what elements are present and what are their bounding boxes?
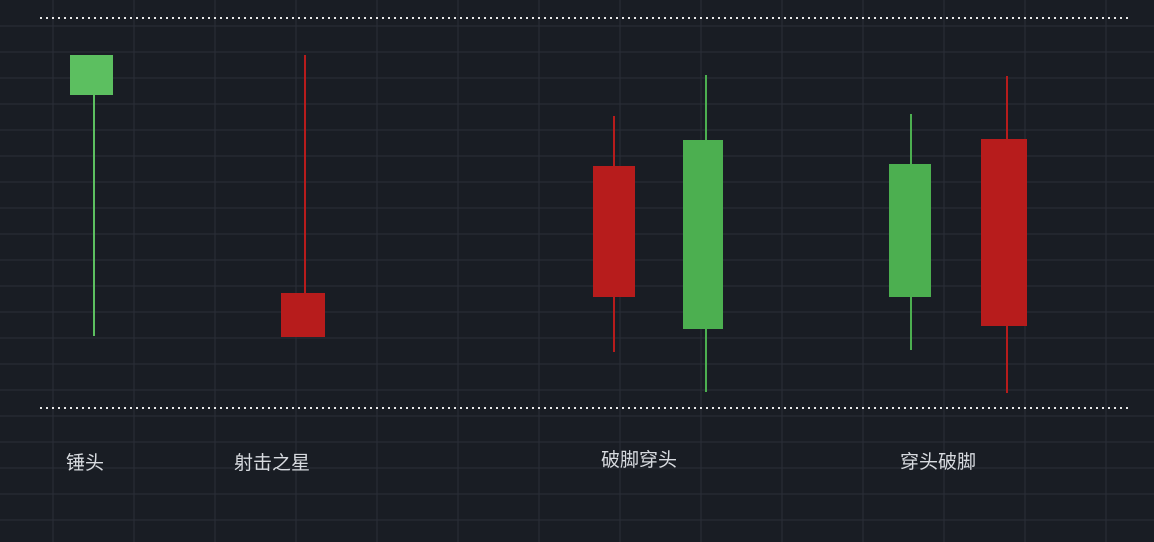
- hammer-candle-body: [70, 55, 113, 95]
- pattern-bullish-engulfing: 破脚穿头: [593, 75, 723, 471]
- pattern-shooting-star: 射击之星: [234, 55, 325, 474]
- engulfing-bull2-candle-body: [889, 164, 931, 297]
- pattern-bearish-engulfing: 穿头破脚: [889, 76, 1027, 473]
- engulfing-bear2-candle-body: [981, 139, 1027, 326]
- pattern-label-shooting-star: 射击之星: [234, 452, 310, 474]
- shooting-star-candle-body: [281, 293, 325, 337]
- pattern-label-hammer: 锤头: [66, 452, 104, 474]
- pattern-hammer: 锤头: [66, 55, 113, 474]
- pattern-label-bearish-engulfing: 穿头破脚: [900, 451, 976, 473]
- pattern-label-bullish-engulfing: 破脚穿头: [601, 449, 677, 471]
- engulfing-bull-candle-body: [683, 140, 723, 329]
- engulfing-bear-candle-body: [593, 166, 635, 297]
